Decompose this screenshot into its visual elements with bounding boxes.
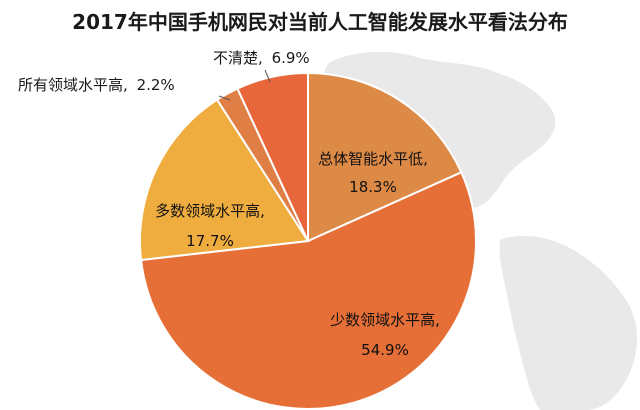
slice-label-overall-low: 总体智能水平低, [318, 150, 428, 168]
slice-pct-most-domains: 17.7% [186, 232, 234, 250]
leader-line-unclear [264, 69, 271, 83]
pie-slice-most-domains [139, 98, 310, 262]
pie-slice-unclear [236, 71, 309, 242]
map-landmass-south [499, 235, 638, 410]
pie-slices [139, 71, 477, 410]
slice-label-all-domains-name: 所有领域水平高, [18, 76, 128, 94]
slice-pct-all-domains: 2.2% [137, 76, 175, 94]
leader-line-all-domains [218, 95, 231, 101]
chart-title: 2017年中国手机网民对当前人工智能发展水平看法分布 [72, 10, 568, 34]
slice-pct-unclear: 6.9% [272, 49, 310, 67]
slice-label-unclear-name: 不清楚, [213, 49, 263, 67]
slice-label-few-domains: 少数领域水平高, [330, 311, 440, 329]
slice-pct-overall-low: 18.3% [349, 178, 397, 196]
slice-label-unclear: 不清楚, 6.9% [213, 49, 310, 67]
pie-slice-overall-low [307, 71, 463, 243]
pie-slice-few-domains [139, 171, 477, 410]
slice-pct-few-domains: 54.9% [361, 341, 409, 359]
slice-label-all-domains: 所有领域水平高, 2.2% [18, 76, 175, 94]
slice-label-most-domains: 多数领域水平高, [155, 202, 265, 220]
